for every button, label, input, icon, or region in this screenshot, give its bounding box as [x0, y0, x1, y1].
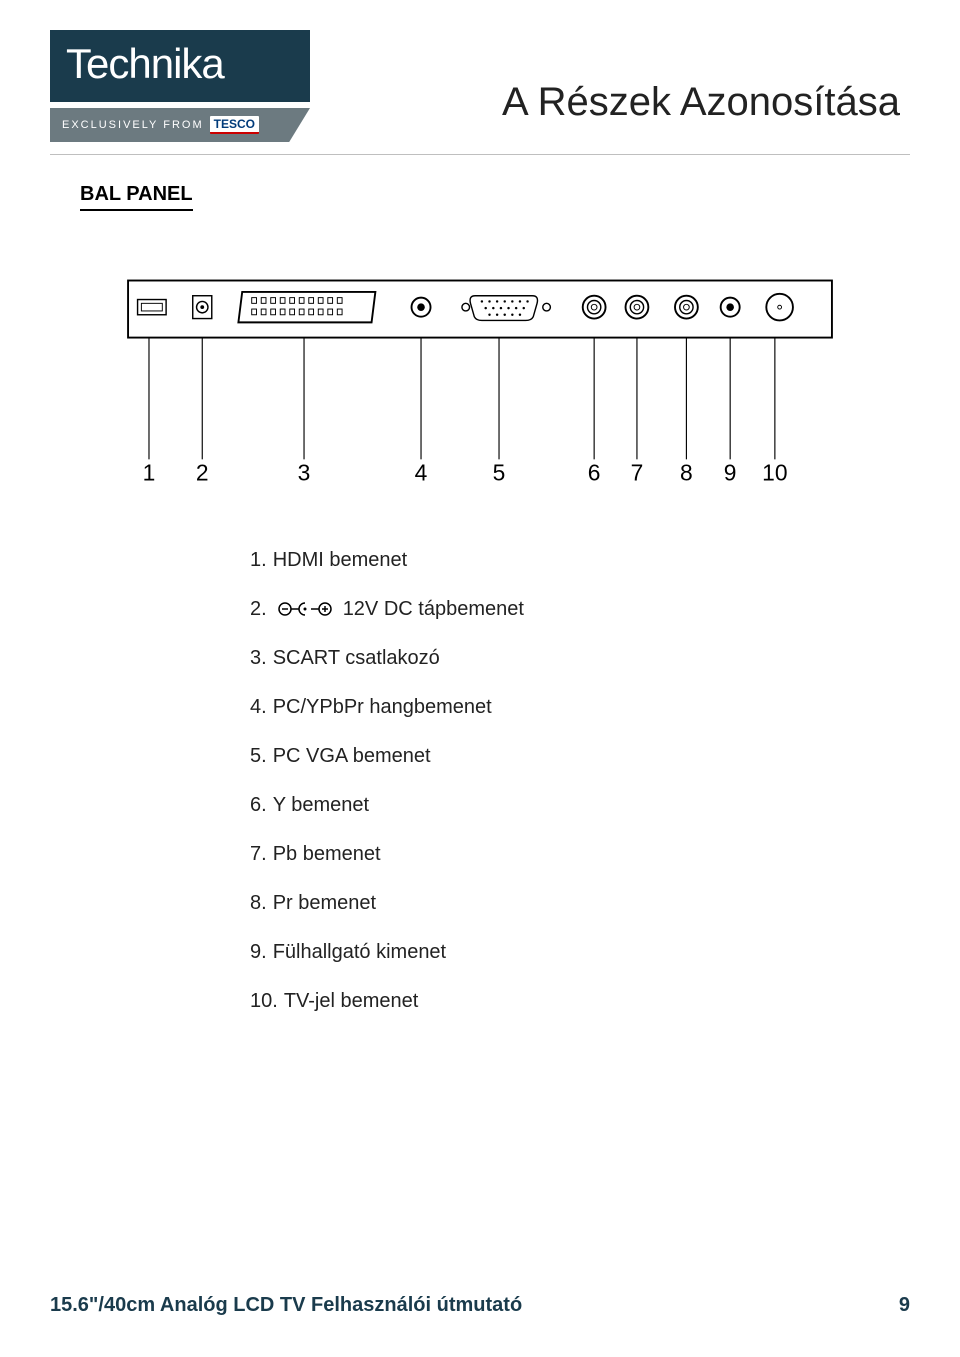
connector-number: 7.: [250, 843, 267, 866]
connector-item: 7. Pb bemenet: [250, 843, 910, 866]
diagram-label: 1: [143, 459, 156, 485]
diagram-label: 7: [631, 459, 644, 485]
connector-item: 4. PC/YPbPr hangbemenet: [250, 696, 910, 719]
footer-title: 15.6"/40cm Analóg LCD TV Felhasználói út…: [50, 1294, 522, 1317]
connector-list: 1. HDMI bemenet 2. 12V DC tápbemenet 3. SCART…: [250, 549, 910, 1013]
connector-item: 2. 12V DC tápbemenet: [250, 598, 910, 621]
brand-subline: EXCLUSIVELY FROM TESCO: [50, 108, 310, 142]
connector-number: 2.: [250, 598, 267, 621]
connector-item: 6. Y bemenet: [250, 794, 910, 817]
diagram-label: 6: [588, 459, 601, 485]
page-number: 9: [899, 1294, 910, 1317]
connector-label: PC VGA bemenet: [273, 745, 431, 768]
connector-number: 4.: [250, 696, 267, 719]
connector-label: 12V DC tápbemenet: [343, 598, 524, 621]
tesco-badge: TESCO: [210, 116, 259, 134]
rca-pb-icon: [626, 296, 649, 319]
connector-label: HDMI bemenet: [273, 549, 408, 572]
connector-number: 8.: [250, 892, 267, 915]
dc-jack-icon: [193, 296, 212, 319]
page-footer: 15.6"/40cm Analóg LCD TV Felhasználói út…: [50, 1294, 910, 1317]
connector-label: Y bemenet: [273, 794, 369, 817]
connector-item: 3. SCART csatlakozó: [250, 647, 910, 670]
antenna-jack-icon: [766, 294, 793, 321]
dc-polarity-icon: [277, 600, 333, 618]
connector-label: Pb bemenet: [273, 843, 381, 866]
diagram-label: 9: [724, 459, 737, 485]
brand-logo: Technika EXCLUSIVELY FROM TESCO: [50, 30, 310, 142]
connector-label: SCART csatlakozó: [273, 647, 440, 670]
connector-number: 10.: [250, 990, 278, 1013]
brand-name: Technika: [50, 30, 310, 108]
diagram-label: 8: [680, 459, 693, 485]
subline-prefix: EXCLUSIVELY FROM: [62, 119, 204, 131]
page-title: A Részek Azonosítása: [502, 80, 900, 125]
connector-number: 9.: [250, 941, 267, 964]
connector-label: Fülhallgató kimenet: [273, 941, 446, 964]
connector-item: 9. Fülhallgató kimenet: [250, 941, 910, 964]
headphone-jack-icon: [721, 298, 740, 317]
connector-item: 1. HDMI bemenet: [250, 549, 910, 572]
connector-item: 5. PC VGA bemenet: [250, 745, 910, 768]
hdmi-port-icon: [138, 300, 167, 315]
rca-y-icon: [583, 296, 606, 319]
diagram-label: 4: [415, 459, 428, 485]
connector-number: 1.: [250, 549, 267, 572]
connector-label: Pr bemenet: [273, 892, 376, 915]
header-divider: [50, 154, 910, 155]
connector-number: 3.: [250, 647, 267, 670]
connector-item: 10. TV-jel bemenet: [250, 990, 910, 1013]
panel-svg: 1 2 3 4 5 6 7 8 9 10: [90, 271, 870, 509]
section-label: BAL PANEL: [80, 183, 193, 211]
panel-diagram: 1 2 3 4 5 6 7 8 9 10: [90, 271, 870, 509]
connector-item: 8. Pr bemenet: [250, 892, 910, 915]
scart-port-icon: [238, 292, 375, 322]
header: Technika EXCLUSIVELY FROM TESCO A Részek…: [50, 30, 910, 142]
diagram-label: 10: [762, 459, 787, 485]
audio-jack-icon: [412, 298, 431, 317]
rca-pr-icon: [675, 296, 698, 319]
manual-page: Technika EXCLUSIVELY FROM TESCO A Részek…: [0, 0, 960, 1357]
connector-label: TV-jel bemenet: [284, 990, 419, 1013]
diagram-label: 2: [196, 459, 209, 485]
connector-number: 6.: [250, 794, 267, 817]
connector-label: PC/YPbPr hangbemenet: [273, 696, 492, 719]
diagram-label: 3: [298, 459, 311, 485]
diagram-label: 5: [493, 459, 506, 485]
connector-number: 5.: [250, 745, 267, 768]
